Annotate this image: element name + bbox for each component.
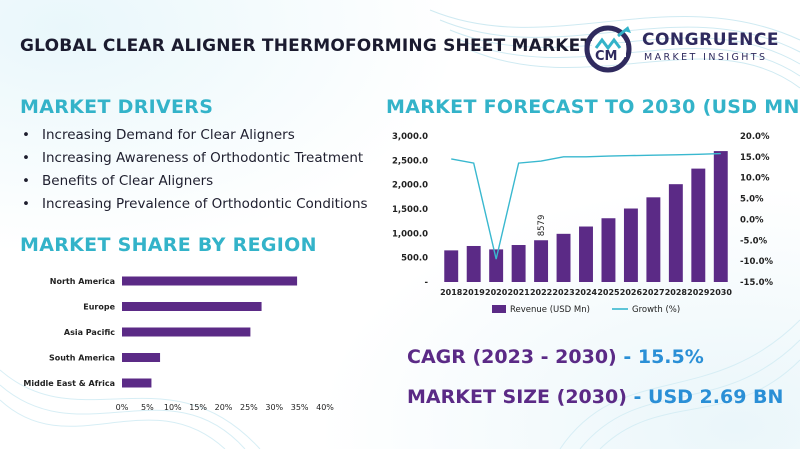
year-label: 2018: [440, 288, 463, 297]
revenue-bar: [601, 218, 616, 282]
growth-line: [451, 152, 721, 260]
driver-item: • Increasing Demand for Clear Aligners: [18, 124, 368, 147]
revenue-bar: [579, 226, 593, 282]
cagr-stat: CAGR (2023 - 2030) - 15.5%: [407, 346, 704, 368]
driver-item: • Increasing Prevalence of Orthodontic Co…: [18, 193, 368, 216]
revenue-bar: [489, 249, 504, 282]
x-tick-label: 15%: [189, 403, 207, 412]
year-label: 2020: [485, 288, 508, 297]
driver-item: • Increasing Awareness of Orthodontic Tre…: [18, 147, 368, 170]
region-label: Europe: [83, 303, 115, 312]
market-size-stat: MARKET SIZE (2030) - USD 2.69 BN: [407, 386, 783, 408]
left-tick-label: 500.0: [401, 254, 428, 264]
region-bar: [122, 302, 262, 311]
market-size-value: - USD 2.69 BN: [633, 386, 784, 408]
revenue-data-label: 8579: [537, 215, 547, 237]
share-heading: MARKET SHARE BY REGION: [20, 234, 317, 256]
cagr-label: CAGR (2023 - 2030): [407, 346, 617, 368]
bullet-icon: •: [22, 127, 30, 143]
logo-mark-icon: CM: [584, 25, 632, 73]
left-tick-label: 1,500.0: [392, 205, 428, 215]
decorative-swirl-bottom-right: [559, 319, 800, 449]
revenue-bar: [444, 250, 459, 282]
left-tick-label: 2,000.0: [392, 181, 428, 191]
x-tick-label: 25%: [240, 403, 258, 412]
right-tick-label: -5.0%: [740, 236, 768, 246]
region-bar: [122, 327, 251, 337]
driver-text: Increasing Demand for Clear Aligners: [42, 127, 295, 143]
legend-growth-label: Growth (%): [632, 305, 680, 315]
revenue-bar: [713, 151, 728, 282]
logo-mark-text: CM: [595, 49, 617, 64]
year-label: 2019: [463, 288, 486, 297]
year-label: 2023: [552, 288, 574, 297]
revenue-bar: [511, 245, 526, 282]
right-tick-label: 15.0%: [740, 153, 770, 163]
left-tick-label: 3,000.0: [392, 132, 428, 142]
market-size-label: MARKET SIZE (2030): [407, 386, 627, 408]
legend-revenue-label: Revenue (USD Mn): [510, 305, 590, 315]
region-label: South America: [49, 354, 115, 363]
revenue-bar: [668, 184, 683, 282]
x-tick-label: 5%: [141, 403, 154, 412]
x-tick-label: 10%: [164, 403, 182, 412]
bullet-icon: •: [22, 173, 30, 189]
region-bar: [122, 378, 152, 388]
forecast-heading: MARKET FORECAST TO 2030 (USD MN): [386, 96, 800, 118]
driver-item: • Benefits of Clear Aligners: [18, 170, 368, 193]
right-tick-label: 5.0%: [740, 195, 764, 205]
x-tick-label: 20%: [215, 403, 233, 412]
region-share-chart: North America Europe Asia Pacific South Ame…: [23, 276, 334, 412]
x-tick-label: 30%: [265, 403, 283, 412]
driver-text: Increasing Prevalence of Orthodontic Con…: [42, 196, 368, 212]
x-tick-label: 40%: [316, 403, 334, 412]
year-label: 2030: [710, 288, 733, 297]
year-label: 2027: [642, 288, 664, 297]
region-bar: [122, 276, 298, 286]
left-tick-label: 2,500.0: [392, 156, 428, 166]
year-label: 2025: [597, 288, 620, 297]
right-tick-label: 10.0%: [740, 174, 770, 184]
drivers-list: • Increasing Demand for Clear Aligners • I…: [18, 124, 368, 216]
year-label: 2024: [575, 288, 598, 297]
year-label: 2026: [620, 288, 643, 297]
legend-revenue-swatch: [492, 305, 506, 313]
year-label: 2021: [507, 288, 530, 297]
revenue-bar: [466, 245, 481, 282]
region-label: Middle East & Africa: [23, 379, 115, 388]
year-label: 2022: [530, 288, 552, 297]
revenue-bar: [691, 168, 706, 282]
logo-tagline: MARKET INSIGHTS: [644, 52, 768, 63]
x-tick-label: 0%: [116, 403, 129, 412]
left-tick-label: -: [424, 278, 428, 288]
region-label: North America: [50, 277, 115, 286]
revenue-bar: [623, 208, 638, 282]
left-tick-label: 1,000.0: [392, 229, 428, 239]
brand-logo: CM CONGRUENCE MARKET INSIGHTS: [582, 24, 792, 74]
region-label: Asia Pacific: [64, 328, 115, 337]
drivers-heading: MARKET DRIVERS: [20, 96, 214, 118]
decorative-swirl-bottom-left: [0, 369, 261, 449]
cagr-value: - 15.5%: [623, 346, 704, 368]
year-label: 2028: [665, 288, 688, 297]
right-tick-label: 20.0%: [740, 132, 770, 142]
bullet-icon: •: [22, 150, 30, 166]
year-label: 2029: [687, 288, 710, 297]
driver-text: Increasing Awareness of Orthodontic Trea…: [42, 150, 364, 166]
revenue-bar: [646, 197, 661, 282]
region-bar: [122, 353, 161, 362]
right-tick-label: 0.0%: [740, 215, 764, 225]
x-tick-label: 35%: [291, 403, 309, 412]
right-tick-label: -15.0%: [740, 278, 773, 288]
forecast-chart: - 500.0 1,000.0 1,500.0 2,000.0 2,500.0 3,000.…: [392, 132, 774, 315]
revenue-bar: [534, 240, 549, 282]
page-title: GLOBAL CLEAR ALIGNER THERMOFORMING SHEET…: [20, 36, 593, 56]
revenue-bar: [556, 233, 571, 282]
driver-text: Benefits of Clear Aligners: [42, 173, 214, 189]
right-tick-label: -10.0%: [740, 257, 773, 267]
bullet-icon: •: [22, 196, 30, 212]
logo-name: CONGRUENCE: [642, 30, 779, 50]
